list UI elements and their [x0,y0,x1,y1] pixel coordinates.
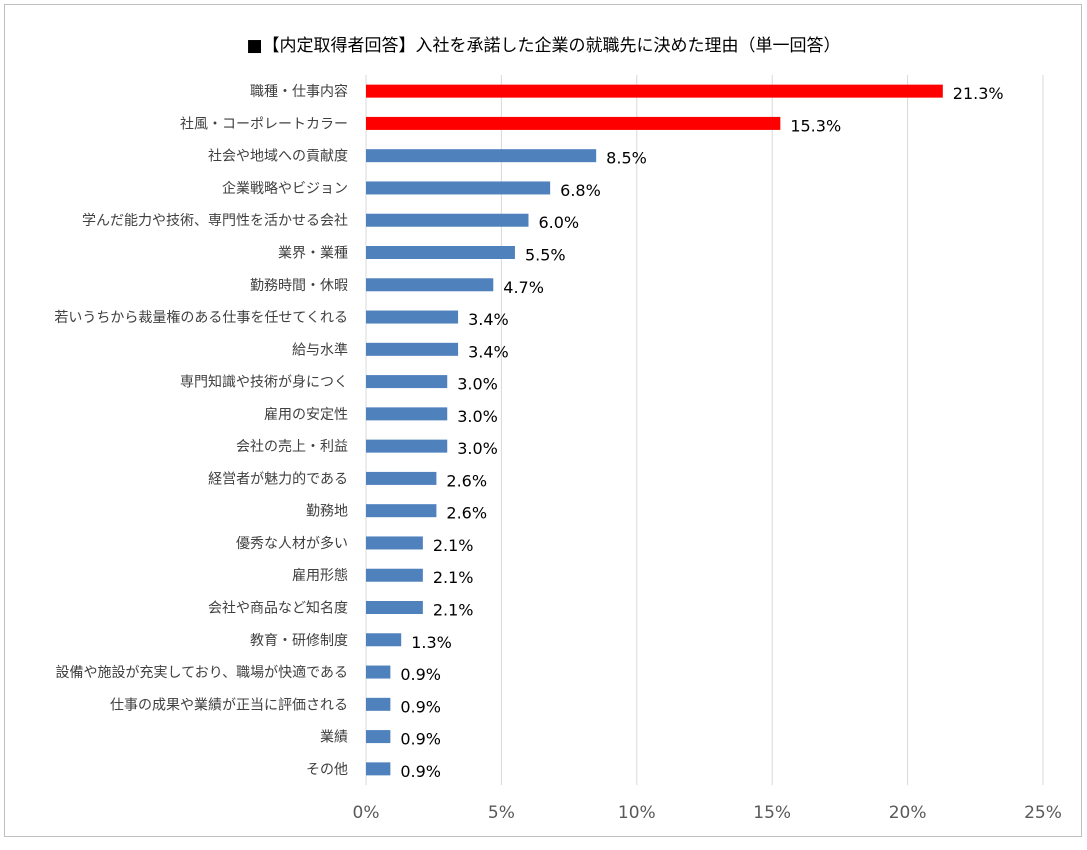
bar [366,568,423,582]
bar [366,84,943,98]
data-label: 3.4% [468,342,509,361]
bar [366,471,437,485]
category-label: 若いうちから裁量権のある仕事を任せてくれる [54,309,348,326]
bars [366,84,943,776]
bar [366,375,448,389]
data-label: 3.4% [468,310,509,329]
bar [366,762,391,776]
bar [366,601,423,614]
data-label: 4.7% [503,278,544,297]
category-label: 勤務地 [306,504,348,520]
category-label: 学んだ能力や技術、専門性を活かせる会社 [82,213,348,229]
data-label: 0.9% [400,730,441,749]
category-labels: 職種・仕事内容社風・コーポレートカラー社会や地域への貢献度企業戦略やビジョン学ん… [54,83,348,778]
value-labels: 21.3% 15.3% 8.5% 6.8% 6.0% 5.5% 4.7% 3.4% 3.4% 3.… [400,84,1003,781]
category-label: 業界・業種 [278,246,348,262]
bar [366,439,448,453]
bar [366,697,391,711]
data-label: 3.0% [457,407,498,426]
data-label: 21.3% [953,84,1004,103]
bar [366,310,459,324]
data-label: 5.5% [525,246,566,265]
category-label: 設備や施設が充実しており、職場が快適である [56,664,348,681]
data-label: 2.1% [433,601,474,620]
category-label: 専門知識や技術が身につく [180,374,348,391]
bar [366,504,437,518]
category-label: 会社の売上・利益 [236,439,348,455]
bar [366,665,391,679]
bar [366,278,494,292]
data-label: 3.0% [457,375,498,394]
x-tick-label: 5% [488,803,515,823]
category-label: 経営者が魅力的である [208,471,348,487]
bar [366,116,781,130]
x-tick-label: 25% [1024,803,1062,823]
category-label: その他 [306,762,348,778]
category-label: 教育・研修制度 [250,633,348,649]
bar [366,246,515,259]
category-label: 会社や商品など知名度 [208,600,348,617]
bar [366,407,448,421]
category-label: 雇用形態 [292,567,348,584]
bar [366,633,402,647]
data-label: 0.9% [400,665,441,684]
data-label: 6.0% [538,213,579,232]
category-label: 給与水準 [292,342,348,358]
x-tick-label: 10% [618,803,656,823]
category-label: 勤務時間・休暇 [250,278,348,294]
data-label: 2.1% [433,536,474,555]
bar [366,149,597,163]
category-label: 職種・仕事内容 [250,83,348,100]
data-label: 2.6% [446,471,487,490]
x-tick-label: 15% [753,803,791,823]
category-label: 社風・コーポレートカラー [180,116,348,132]
category-label: 優秀な人材が多い [236,535,348,552]
chart-title: ■【内定取得者回答】入社を承諾した企業の就職先に決めた理由（単一回答） [246,36,841,56]
data-label: 15.3% [790,116,841,135]
data-label: 6.8% [560,181,601,200]
category-label: 社会や地域への貢献度 [208,149,348,165]
category-label: 業績 [320,730,348,746]
data-label: 1.3% [411,633,452,652]
data-label: 2.1% [433,568,474,587]
category-label: 仕事の成果や業績が正当に評価される [110,697,348,713]
chart-frame [4,4,1082,837]
bar [366,342,459,356]
data-label: 3.0% [457,439,498,458]
bar [366,213,529,227]
data-label: 2.6% [446,504,487,523]
data-label: 0.9% [400,697,441,716]
x-axis-tick-labels: 0% 5% 10% 15% 20% 25% [353,803,1062,823]
x-tick-label: 0% [353,803,380,823]
data-label: 0.9% [400,762,441,781]
bar [366,181,551,195]
data-label: 8.5% [606,149,647,168]
category-label: 雇用の安定性 [264,406,348,423]
x-tick-label: 20% [889,803,927,823]
bar [366,536,423,550]
bar [366,730,391,744]
category-label: 企業戦略やビジョン [222,180,348,197]
